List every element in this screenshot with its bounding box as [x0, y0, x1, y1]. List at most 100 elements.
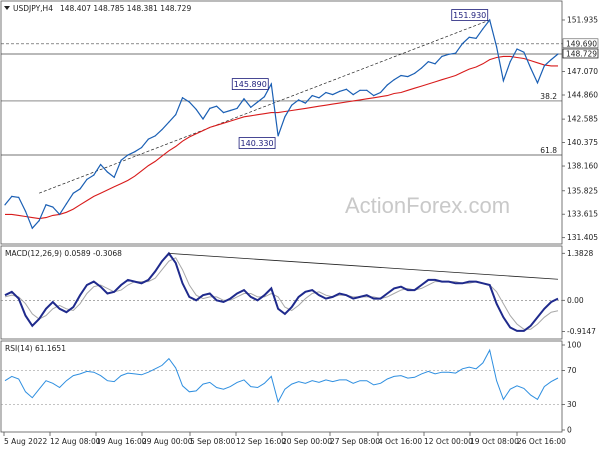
price-point: [263, 96, 266, 98]
price-annotation-box: [238, 137, 276, 149]
macd-trendline: [168, 253, 559, 280]
price-line: [4, 18, 559, 230]
price-panel-frame: [0, 0, 563, 245]
price-point: [140, 146, 143, 149]
x-tick-label: 19 Oct 08:00: [470, 437, 519, 446]
price-point: [72, 192, 74, 194]
price-point: [24, 210, 27, 212]
ohlc-values: 148.407 148.785 148.381 148.729: [60, 4, 191, 13]
y-tick-label: 70: [567, 366, 577, 375]
price-point: [65, 203, 68, 205]
x-tick-label: 12 Aug 08:00: [50, 437, 101, 446]
price-point: [461, 43, 464, 45]
y-tick-label: 151.935: [567, 15, 598, 24]
macd-title: MACD(12,26,9) 0.0589 -0.3068: [5, 249, 122, 258]
price-point: [318, 97, 320, 99]
price-point: [311, 95, 313, 97]
price-point: [448, 53, 450, 55]
fibo-level-label: 61.8: [540, 146, 557, 155]
rsi-line: [4, 348, 559, 404]
price-trendline: [39, 19, 490, 194]
price-point: [414, 72, 416, 74]
price-point: [489, 19, 491, 21]
x-tick-label: 29 Aug 00:00: [142, 437, 193, 446]
price-point: [420, 67, 423, 69]
price-point: [338, 90, 341, 92]
x-tick-label: 4 Oct 16:00: [378, 437, 422, 446]
x-tick-label: 5 Sep 08:00: [190, 437, 236, 446]
price-point: [407, 75, 409, 78]
price-point: [550, 58, 552, 61]
price-point: [31, 227, 33, 229]
price-point: [441, 55, 443, 58]
axes: 131.405 133.615 135.825 138.160 140.375 142.5…: [3, 15, 599, 446]
price-point: [59, 213, 61, 215]
price-point: [502, 80, 504, 82]
macd-plot: [1, 251, 562, 332]
price-point: [523, 51, 525, 53]
macd-line: [4, 251, 559, 332]
price-point: [202, 118, 204, 120]
price-point: [147, 138, 149, 140]
price-point: [373, 95, 375, 97]
price-point: [359, 89, 361, 91]
price-point: [120, 159, 122, 161]
price-plot: 38.2 61.8 151.930 145.890 140.330: [1, 9, 562, 230]
y-tick-label: 140.375: [567, 138, 598, 147]
y-tick-label: 144.860: [567, 90, 598, 99]
y-tick-label: 138.160: [567, 162, 598, 171]
price-point: [304, 102, 306, 104]
level-price-tag: [562, 38, 599, 49]
price-point: [99, 163, 102, 166]
y-tick-label: 133.615: [567, 210, 598, 219]
price-point: [86, 178, 88, 180]
y-tick-label: 131.405: [567, 233, 598, 242]
y-tick-label: -0.9147: [567, 327, 596, 336]
current-price-tag: [562, 48, 599, 59]
x-tick-label: 12 Oct 00:00: [424, 437, 473, 446]
price-point: [297, 99, 300, 101]
price-annotation-box: [231, 78, 269, 90]
price-point: [195, 108, 197, 111]
macd-signal-line: [4, 257, 559, 330]
price-point: [113, 176, 115, 178]
current-price-label: 148.729: [566, 49, 597, 58]
price-point: [52, 206, 54, 208]
price-point: [475, 37, 477, 39]
level-price-tag-label: 149.690: [566, 39, 597, 48]
price-point: [216, 105, 218, 107]
moving-average-line: [5, 55, 558, 220]
price-annotation-label: 151.930: [453, 11, 486, 20]
price-point: [427, 61, 429, 63]
price-point: [516, 48, 518, 50]
price-point: [222, 111, 225, 114]
x-tick-label: 19 Aug 16:00: [96, 437, 147, 446]
price-point: [168, 121, 170, 123]
price-annotation-label: 140.330: [241, 139, 274, 148]
x-tick-label: 5 Aug 2022: [4, 437, 47, 446]
price-point: [277, 135, 279, 137]
price-point: [127, 154, 129, 156]
rsi-title: RSI(14) 61.1651: [5, 344, 66, 353]
price-point: [366, 89, 368, 91]
price-point: [236, 107, 238, 109]
y-tick-label: 100: [567, 341, 582, 350]
price-point: [93, 174, 95, 176]
price-point: [243, 98, 245, 100]
price-point: [106, 171, 109, 173]
y-tick-label: 1.3828: [567, 249, 593, 258]
price-point: [495, 46, 498, 48]
price-point: [454, 52, 457, 54]
symbol-title: USDJPY,H4: [13, 4, 53, 13]
price-point: [284, 116, 286, 118]
x-tick-label: 12 Sep 16:00: [236, 437, 286, 446]
y-tick-label: 135.825: [567, 186, 598, 195]
price-point: [181, 97, 184, 99]
price-point: [345, 88, 347, 90]
price-annotation-box: [451, 9, 489, 21]
y-tick-label: 0: [567, 426, 572, 435]
price-point: [536, 82, 539, 84]
dropdown-icon[interactable]: [4, 6, 10, 10]
price-point: [229, 109, 231, 112]
y-tick-label: 30: [567, 400, 577, 409]
